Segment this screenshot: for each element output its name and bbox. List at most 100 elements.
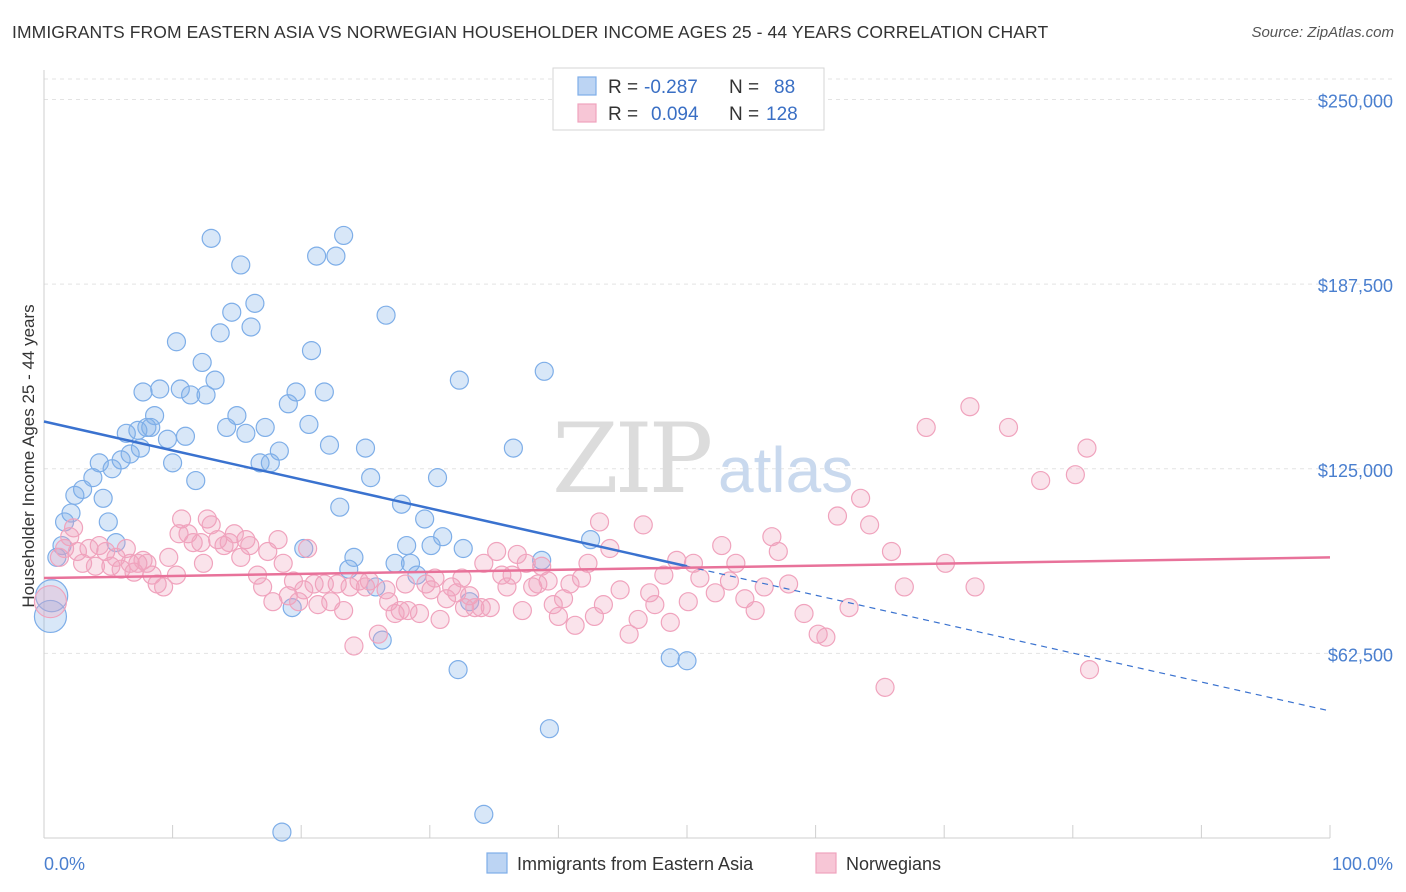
point-immigrants	[326, 246, 346, 266]
point-norwegians	[768, 541, 788, 562]
point-immigrants	[330, 497, 350, 517]
point-immigrants	[150, 379, 170, 399]
point-immigrants	[299, 414, 319, 435]
point-norwegians	[1031, 470, 1051, 491]
point-immigrants	[227, 406, 247, 426]
stats-r-value-blue: -0.287	[644, 77, 698, 98]
point-immigrants	[534, 361, 554, 381]
stats-legend-swatch-pink	[577, 103, 597, 123]
point-norwegians	[860, 515, 880, 535]
point-norwegians	[33, 585, 68, 619]
point-immigrants	[98, 512, 118, 532]
point-norwegians	[497, 577, 517, 597]
point-immigrants	[449, 370, 469, 390]
point-norwegians	[678, 592, 698, 612]
point-norwegians	[116, 538, 136, 559]
point-norwegians	[808, 624, 828, 644]
point-norwegians	[538, 571, 558, 591]
point-immigrants	[205, 370, 225, 390]
point-norwegians	[851, 488, 871, 508]
point-norwegians	[1077, 438, 1097, 458]
point-norwegians	[916, 417, 936, 438]
point-norwegians	[628, 609, 648, 630]
point-norwegians	[619, 624, 639, 644]
y-tick-label: $62,500	[1328, 645, 1393, 665]
point-norwegians	[593, 595, 614, 615]
point-norwegians	[153, 577, 174, 597]
point-norwegians	[452, 568, 472, 588]
point-immigrants	[175, 426, 196, 446]
point-immigrants	[241, 317, 261, 337]
point-immigrants	[141, 417, 161, 438]
point-norwegians	[368, 624, 388, 644]
point-immigrants	[677, 651, 697, 671]
point-norwegians	[548, 606, 569, 627]
chart-title: IMMIGRANTS FROM EASTERN ASIA VS NORWEGIA…	[12, 22, 1049, 42]
point-immigrants	[319, 435, 340, 455]
point-immigrants	[433, 527, 453, 547]
point-norwegians	[425, 568, 445, 588]
point-immigrants	[278, 394, 298, 414]
point-immigrants	[181, 385, 201, 405]
point-immigrants	[334, 225, 354, 246]
point-immigrants	[361, 468, 381, 488]
series-immigrants-points	[33, 225, 697, 842]
point-norwegians	[654, 565, 674, 585]
x-tick-label: 100.0%	[1332, 854, 1393, 874]
point-norwegians	[49, 547, 70, 567]
stats-n-value-blue: 88	[774, 77, 795, 98]
stats-n-value-pink: 128	[766, 104, 798, 125]
y-axis-label: Householder Income Ages 25 - 44 years	[19, 304, 38, 607]
point-norwegians	[726, 553, 746, 573]
point-immigrants	[427, 468, 448, 488]
point-norwegians	[645, 595, 665, 615]
point-norwegians	[965, 577, 985, 597]
point-norwegians	[875, 677, 895, 697]
point-immigrants	[163, 453, 183, 473]
point-immigrants	[166, 332, 187, 352]
point-norwegians	[560, 574, 580, 594]
point-immigrants	[344, 547, 364, 567]
point-immigrants	[503, 438, 523, 458]
point-norwegians	[712, 535, 732, 556]
y-tick-labels: $62,500 $125,000 $187,500 $250,000	[1318, 92, 1393, 666]
point-norwegians	[273, 553, 293, 573]
stats-legend-box	[552, 67, 825, 131]
point-norwegians	[268, 530, 288, 550]
point-norwegians	[436, 589, 457, 609]
point-immigrants	[272, 822, 292, 842]
point-norwegians	[578, 553, 598, 573]
point-norwegians	[960, 397, 980, 417]
point-norwegians	[660, 612, 680, 632]
point-immigrants	[397, 535, 417, 556]
point-immigrants	[269, 441, 289, 461]
point-immigrants	[255, 417, 275, 438]
point-immigrants	[144, 406, 165, 426]
point-immigrants	[201, 228, 221, 248]
point-norwegians	[512, 600, 532, 621]
point-norwegians	[219, 533, 239, 553]
point-norwegians	[359, 571, 379, 591]
point-norwegians	[894, 577, 914, 597]
stats-r-value-pink: 0.094	[651, 104, 699, 125]
point-norwegians	[690, 568, 710, 588]
point-norwegians	[376, 580, 396, 600]
point-norwegians	[705, 583, 725, 603]
point-immigrants	[192, 352, 212, 373]
point-norwegians	[460, 586, 480, 606]
point-immigrants	[231, 255, 251, 275]
point-norwegians	[1065, 465, 1085, 485]
point-norwegians	[430, 609, 450, 630]
point-norwegians	[409, 603, 430, 624]
point-norwegians	[794, 603, 814, 624]
point-immigrants	[314, 382, 334, 402]
stats-n-label-blue: N =	[729, 77, 759, 98]
legend-label-norwegians: Norwegians	[846, 854, 941, 874]
point-immigrants	[186, 470, 206, 491]
point-norwegians	[754, 577, 774, 597]
point-immigrants	[376, 305, 396, 325]
point-immigrants	[133, 382, 153, 402]
point-norwegians	[745, 600, 765, 621]
point-immigrants	[355, 438, 376, 458]
